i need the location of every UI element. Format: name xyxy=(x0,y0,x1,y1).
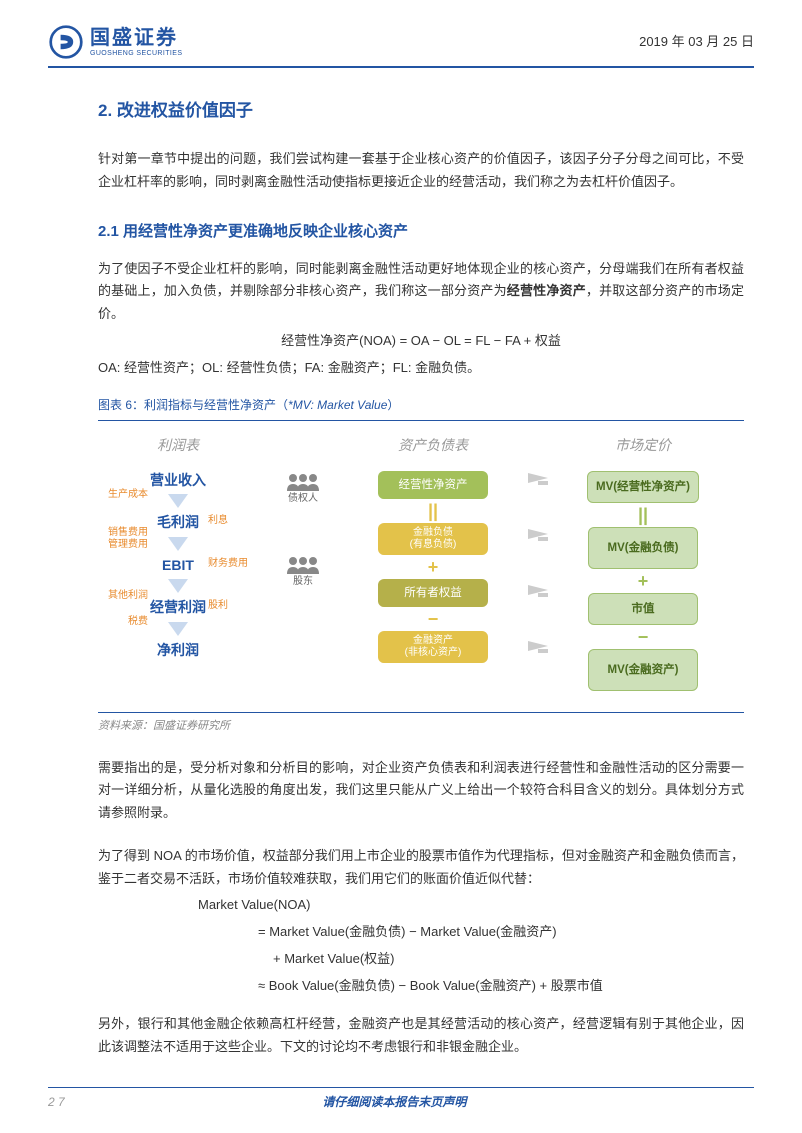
plus-sym: + xyxy=(428,558,439,576)
section-heading: 2. 改进权益价值因子 xyxy=(98,96,744,126)
people-icon xyxy=(285,556,321,574)
para-after-1: 需要指出的是，受分析对象和分析目的影响，对企业资产负债表和利润表进行经营性和金融… xyxy=(98,757,744,825)
equity-box: 所有者权益 xyxy=(378,579,488,607)
company-name-cn: 国盛证券 xyxy=(90,28,182,48)
section-number: 2. xyxy=(98,101,112,120)
arrow-down-icon xyxy=(168,579,188,593)
company-name-en: GUOSHENG SECURITIES xyxy=(90,50,182,57)
equals-sym: || xyxy=(638,506,648,524)
shareholder-group: 股东 xyxy=(285,556,321,591)
people-icon xyxy=(285,473,321,491)
para-after-3: 另外，银行和其他金融企依赖高杠杆经营，金融资产也是其经营活动的核心资产，经营逻辑… xyxy=(98,1013,744,1059)
figure-source: 资料来源：国盛证券研究所 xyxy=(98,712,744,736)
page-number: 2 7 xyxy=(48,1092,65,1113)
minus-sym: − xyxy=(428,610,439,628)
subsection-heading: 2.1 用经营性净资产更准确地反映企业核心资产 xyxy=(98,219,744,245)
arrow-connector xyxy=(528,433,548,694)
arrow-down-icon xyxy=(168,537,188,551)
mv-formula-l4: ≈ Book Value(金融负债) − Book Value(金融资产) + … xyxy=(258,975,744,998)
income-column: 利润表 营业收入 生产成本 毛利润 销售费用 管理费用 利息 EBIT 财务费用 xyxy=(98,433,258,694)
noa-box: 经营性净资产 xyxy=(378,471,488,499)
section-title: 改进权益价值因子 xyxy=(117,101,253,120)
market-header: 市场定价 xyxy=(615,433,671,458)
subsection-number: 2.1 xyxy=(98,223,119,240)
dividend-label: 股利 xyxy=(208,597,228,615)
company-logo: 国盛证券 GUOSHENG SECURITIES xyxy=(48,24,182,60)
mv-formula-l2: = Market Value(金融负债) − Market Value(金融资产… xyxy=(258,921,744,944)
revenue-item: 营业收入 生产成本 xyxy=(98,468,258,493)
arrow-down-icon xyxy=(168,622,188,636)
footer-disclaimer: 请仔细阅读本报告末页声明 xyxy=(322,1092,466,1113)
interest-label: 利息 xyxy=(208,512,228,530)
sub-paragraph-1: 为了使因子不受企业杠杆的影响，同时能剥离金融性活动更好地体现企业的核心资产，分母… xyxy=(98,258,744,326)
formula-legend: OA: 经营性资产；OL: 经营性负债；FA: 金融资产；FL: 金融负债。 xyxy=(98,357,744,380)
mv-fa-box: MV(金融资产) xyxy=(588,649,698,691)
balance-header: 资产负债表 xyxy=(398,433,468,458)
arrow-right-icon xyxy=(528,585,548,595)
balance-column: 资产负债表 经营性净资产 || 金融负债 (有息负债) + 所有者权益 − 金融… xyxy=(348,433,518,694)
arrow-right-icon xyxy=(528,529,548,539)
creditor-group: 债权人 xyxy=(285,473,321,508)
page-header: 国盛证券 GUOSHENG SECURITIES 2019 年 03 月 25 … xyxy=(48,24,754,68)
main-diagram: 利润表 营业收入 生产成本 毛利润 销售费用 管理费用 利息 EBIT 财务费用 xyxy=(98,421,744,712)
para-after-2: 为了得到 NOA 的市场价值，权益部分我们用上市企业的股票市值作为代理指标，但对… xyxy=(98,845,744,891)
figure-caption: 图表 6：利润指标与经营性净资产（*MV: Market Value） xyxy=(98,395,744,421)
ebit-item: EBIT 财务费用 xyxy=(98,553,258,578)
fin-liab-box: 金融负债 (有息负债) xyxy=(378,523,488,555)
report-date: 2019 年 03 月 25 日 xyxy=(639,31,754,54)
intro-paragraph: 针对第一章节中提出的问题，我们尝试构建一套基于企业核心资产的价值因子，该因子分子… xyxy=(98,148,744,194)
market-column: 市场定价 MV(经营性净资产) || MV(金融负债) + 市值 − MV(金融… xyxy=(558,433,728,694)
income-header: 利润表 xyxy=(157,433,199,458)
mv-eq-box: 市值 xyxy=(588,593,698,625)
arrow-down-icon xyxy=(168,494,188,508)
noa-formula: 经营性净资产(NOA) = OA − OL = FL − FA + 权益 xyxy=(98,330,744,353)
page-footer: 2 7 请仔细阅读本报告末页声明 xyxy=(48,1087,754,1113)
minus-sym: − xyxy=(638,628,649,646)
fin-asset-box: 金融资产 (非核心资产) xyxy=(378,631,488,663)
stakeholder-column: 债权人 股东 xyxy=(268,433,338,694)
plus-sym: + xyxy=(638,572,649,590)
equals-sym: || xyxy=(428,502,438,520)
gross-item: 毛利润 销售费用 管理费用 利息 xyxy=(98,510,258,535)
mv-formula-l3: + Market Value(权益) xyxy=(273,948,744,971)
net-profit-item: 净利润 xyxy=(98,638,258,663)
mv-noa-box: MV(经营性净资产) xyxy=(587,471,699,503)
op-profit-item: 经营利润 其他利润 税费 股利 xyxy=(98,595,258,620)
mv-fl-box: MV(金融负债) xyxy=(588,527,698,569)
logo-icon xyxy=(48,24,84,60)
mv-formula-l1: Market Value(NOA) xyxy=(198,894,744,917)
arrow-right-icon xyxy=(528,473,548,483)
arrow-right-icon xyxy=(528,641,548,651)
subsection-title: 用经营性净资产更准确地反映企业核心资产 xyxy=(123,223,408,240)
